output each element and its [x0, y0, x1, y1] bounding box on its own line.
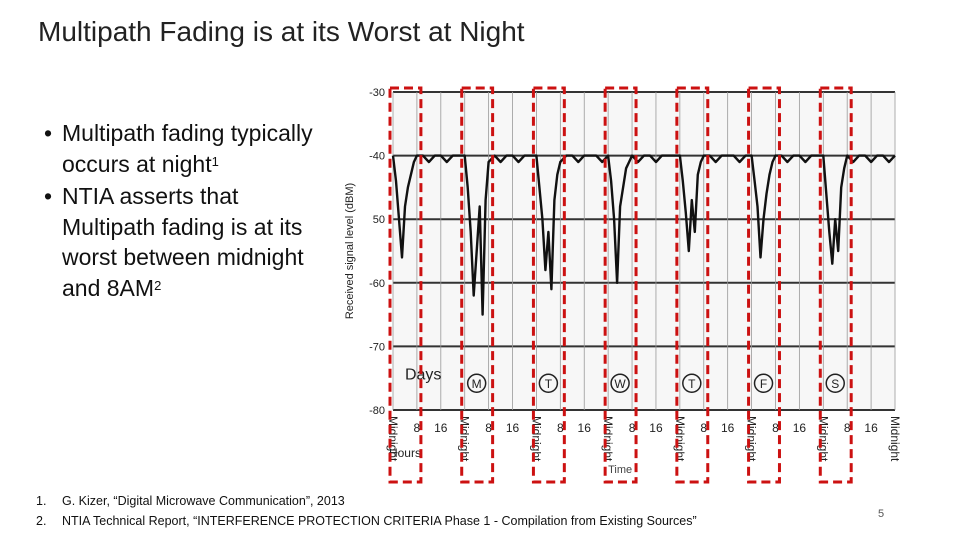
bullet-ref-1: 1	[211, 153, 219, 169]
day-marker: T	[538, 373, 559, 394]
page-number: 5	[878, 508, 885, 520]
x-tick-label: 8	[414, 421, 421, 435]
y-tick-label: -60	[369, 278, 385, 290]
day-marker-circle	[538, 373, 559, 394]
day-marker: W	[610, 373, 630, 394]
x-tick-label: 16	[721, 421, 735, 435]
day-marker: M	[466, 373, 487, 394]
day-marker: F	[753, 373, 774, 394]
x-tick-label: Midnight	[529, 416, 543, 462]
reference-2: 2. NTIA Technical Report, “INTERFERENCE P…	[36, 511, 697, 531]
highlight-window	[388, 86, 423, 484]
x-tick-label: 16	[793, 421, 807, 435]
bullet-text-2: NTIA asserts that Multipath fading is at…	[62, 183, 304, 301]
x-tick-label: Midnight	[816, 416, 830, 462]
day-marker: S	[825, 373, 845, 394]
reference-1-text: G. Kizer, “Digital Microwave Communicati…	[62, 494, 345, 508]
x-tick-label: 16	[578, 421, 592, 435]
highlight-window	[603, 86, 638, 484]
highlight-window	[747, 86, 781, 484]
y-tick-label: -40	[369, 151, 385, 163]
day-marker-circle	[466, 373, 487, 394]
bullet-list: Multipath fading typically occurs at nig…	[44, 118, 324, 305]
y-tick-label: -30	[369, 87, 385, 99]
bullet-item-1: Multipath fading typically occurs at nig…	[44, 118, 324, 179]
x-tick-label: Midnight	[601, 416, 615, 462]
day-marker-circle	[610, 373, 630, 394]
y-tick-label: 50	[373, 214, 385, 226]
y-tick-label: -80	[369, 405, 385, 417]
x-tick-label: 16	[506, 421, 520, 435]
x-tick-label: 8	[700, 421, 707, 435]
day-marker-circle	[682, 373, 702, 394]
day-marker-circle	[825, 373, 845, 394]
day-marker: T	[682, 373, 702, 394]
highlight-window	[531, 86, 566, 484]
bullet-item-2: NTIA asserts that Multipath fading is at…	[44, 181, 324, 303]
day-marker-label: M	[472, 377, 482, 391]
reference-2-text: NTIA Technical Report, “INTERFERENCE PRO…	[62, 514, 697, 528]
day-marker-label: T	[545, 377, 553, 391]
day-marker-label: F	[760, 377, 767, 391]
bullet-text-1: Multipath fading typically occurs at nig…	[62, 120, 313, 177]
x-tick-label: Midnight	[888, 416, 902, 462]
days-label: Days	[405, 366, 441, 383]
x-tick-label: 16	[864, 421, 878, 435]
reference-1: 1. G. Kizer, “Digital Microwave Communica…	[36, 491, 697, 511]
x-tick-label: 8	[844, 421, 851, 435]
day-marker-label: S	[831, 377, 839, 391]
x-tick-label: Midnight	[458, 416, 472, 462]
day-marker-label: W	[614, 377, 626, 391]
reference-1-number: 1.	[36, 494, 47, 508]
reference-2-number: 2.	[36, 514, 47, 528]
references: 1. G. Kizer, “Digital Microwave Communica…	[36, 491, 697, 531]
day-marker-circle	[753, 373, 774, 394]
time-label: Time	[608, 464, 632, 476]
hours-label: Hours	[389, 446, 421, 460]
signal-trace	[391, 154, 896, 316]
slide-title: Multipath Fading is at its Worst at Nigh…	[38, 16, 525, 47]
bullet-ref-2: 2	[154, 277, 162, 293]
x-tick-label: 8	[557, 421, 564, 435]
x-tick-label: Midnight	[745, 416, 759, 462]
y-axis-label: Received signal level (dBM)	[344, 183, 356, 319]
x-tick-label: 16	[434, 421, 448, 435]
x-tick-label: 8	[485, 421, 492, 435]
x-tick-label: 16	[649, 421, 663, 435]
x-tick-label: 8	[772, 421, 779, 435]
highlight-window	[675, 86, 710, 484]
highlight-window	[818, 86, 853, 484]
x-tick-label: 8	[629, 421, 636, 435]
day-marker-label: T	[688, 377, 696, 391]
highlight-window	[460, 86, 495, 484]
x-tick-label: Midnight	[673, 416, 687, 462]
y-tick-label: -70	[369, 341, 385, 353]
